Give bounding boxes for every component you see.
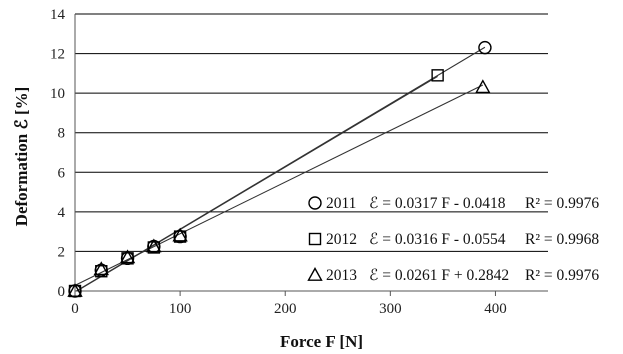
x-tick-label-200: 200 — [274, 301, 297, 317]
legend-equation-2013: ℰ = 0.0261 F + 0.2842 — [369, 267, 509, 284]
y-tick-label-4: 4 — [58, 205, 66, 221]
point-2012-3 — [147, 241, 161, 254]
legend-year-2013: 2013 — [326, 267, 357, 284]
point-2012-5 — [431, 69, 444, 82]
x-axis-title: Force F [N] — [280, 332, 363, 351]
point-2013-4 — [172, 227, 188, 242]
legend-r2-2012: R² = 0.9968 — [525, 231, 599, 248]
y-axis-title: Deformation ℰ [%] — [12, 87, 31, 227]
y-tick-label-2: 2 — [58, 244, 66, 260]
legend-year-2012: 2012 — [326, 231, 357, 248]
point-2013-3 — [146, 238, 162, 253]
point-2013-0 — [67, 283, 83, 297]
y-tick-label-14: 14 — [50, 7, 66, 23]
legend-marker-2011 — [308, 196, 322, 210]
legend-equation-2011: ℰ = 0.0317 F - 0.0418 — [369, 195, 506, 212]
point-2013-1 — [93, 261, 109, 276]
x-tick-label-300: 300 — [379, 301, 402, 317]
y-tick-label-10: 10 — [50, 86, 65, 102]
trendline-2013 — [74, 84, 484, 286]
axes — [74, 14, 548, 296]
legend-r2-2013: R² = 0.9976 — [525, 267, 599, 284]
legend-year-2011: 2011 — [326, 195, 356, 212]
grid-lines — [75, 13, 548, 252]
point-2011-5 — [478, 40, 492, 55]
trendlines — [74, 46, 486, 292]
point-2012-2 — [121, 252, 134, 265]
legend-marker-2013 — [307, 267, 323, 281]
legend-marker-2012 — [308, 232, 322, 246]
y-tick-label-6: 6 — [58, 165, 66, 181]
legend-equation-2012: ℰ = 0.0316 F - 0.0554 — [369, 231, 506, 248]
point-2013-5 — [475, 79, 491, 94]
data-markers — [67, 40, 492, 298]
x-tick-label-0: 0 — [71, 301, 79, 317]
y-tick-label-8: 8 — [58, 126, 66, 142]
tick-labels: 0 2 4 6 8 10 12 14 0 100 200 300 400 — [50, 7, 507, 317]
legend: 2011 ℰ = 0.0317 F - 0.0418 R² = 0.9976 2012… — [307, 195, 599, 284]
x-tick-label-100: 100 — [169, 301, 192, 317]
trendline-2012 — [76, 75, 438, 292]
y-tick-label-12: 12 — [50, 47, 65, 63]
x-tick-label-400: 400 — [484, 301, 507, 317]
y-tick-label-0: 0 — [58, 284, 66, 300]
point-2012-4 — [173, 230, 187, 243]
legend-r2-2011: R² = 0.9976 — [525, 195, 599, 212]
point-2013-2 — [119, 249, 136, 264]
